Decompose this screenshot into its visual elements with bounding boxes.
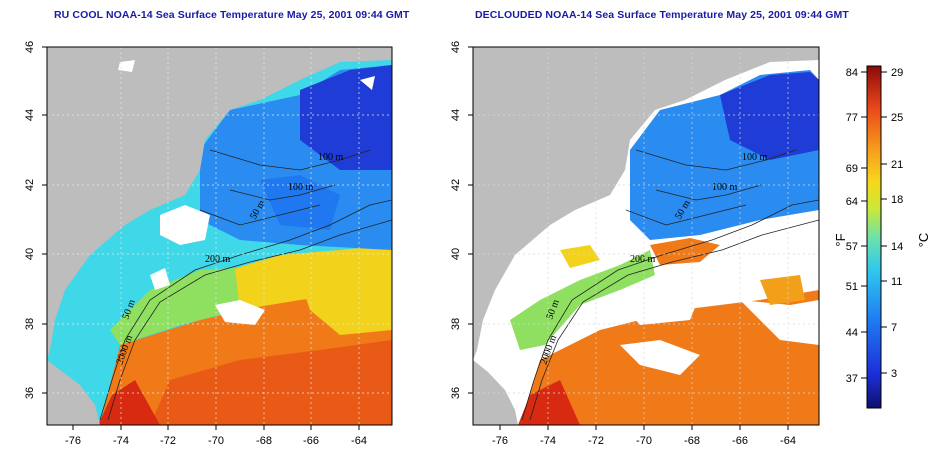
x-tick-label: -74 [540,435,556,447]
x-tick-label: -72 [160,435,176,447]
right-frame [472,46,820,426]
x-tick-label: -66 [732,435,748,447]
y-tick-label: 42 [24,179,36,191]
c-tick-label: 11 [891,276,902,288]
left-isobaths [99,149,392,421]
celsius-unit-label: °C [916,233,931,248]
x-tick-label: -70 [636,435,652,447]
axis-tick-marks [42,46,789,430]
x-tick-label: -74 [113,435,129,447]
x-tick-label: -68 [684,435,700,447]
x-tick-label: -70 [208,435,224,447]
celsius-ticks: 29 25 21 18 14 11 7 3 [891,67,903,380]
y-tick-label: 46 [450,41,462,53]
y-tick-label: 44 [24,109,36,121]
c-tick-label: 7 [891,322,897,334]
c-tick-label: 29 [891,67,903,79]
left-map: 100 m 100 m 50 m 200 m 50 m 2000 m [46,46,393,426]
left-frame [46,46,393,426]
c-tick-label: 3 [891,368,897,380]
left-map-title: RU COOL NOAA-14 Sea Surface Temperature … [54,9,410,21]
left-contour-label: 200 m [205,254,231,265]
x-tick-label: -64 [780,435,796,447]
colorbar-gradient [866,65,882,409]
x-tick-label: -72 [588,435,604,447]
f-tick-label: 64 [846,196,858,208]
colorbar: 84 77 69 64 57 51 44 37 29 25 21 18 14 1… [833,65,931,409]
x-tick-label: -64 [351,435,367,447]
right-isobaths [521,149,819,421]
c-tick-label: 25 [891,112,903,124]
left-x-axis: -76 -74 -72 -70 -68 -66 -64 [65,435,367,447]
right-contour-label: 100 m [712,182,738,193]
f-tick-label: 57 [846,241,858,253]
right-map: 100 m 100 m 50 m 200 m 50 m 2000 m [472,46,820,426]
x-tick-label: -76 [65,435,81,447]
right-map-title: DECLOUDED NOAA-14 Sea Surface Temperatur… [475,9,849,21]
y-tick-label: 40 [450,248,462,260]
left-y-axis: 36 38 40 42 44 46 [24,41,36,399]
y-tick-label: 44 [450,109,462,121]
x-tick-label: -66 [303,435,319,447]
f-tick-label: 51 [846,281,858,293]
right-gridlines [473,47,819,425]
right-x-axis: -76 -74 -72 -70 -68 -66 -64 [492,435,796,447]
x-tick-label: -76 [492,435,508,447]
f-tick-label: 77 [846,112,858,124]
left-land [47,47,392,360]
left-gridlines [47,47,392,425]
left-contour-label: 100 m [288,182,314,193]
left-cloud [160,205,210,245]
right-land [473,47,819,360]
x-tick-label: -68 [256,435,272,447]
y-tick-label: 36 [24,387,36,399]
y-tick-label: 40 [24,248,36,260]
f-tick-label: 84 [846,67,858,79]
y-tick-label: 38 [24,318,36,330]
right-y-axis: 36 38 40 42 44 46 [450,41,462,399]
c-tick-label: 21 [891,159,903,171]
fahrenheit-ticks: 84 77 69 64 57 51 44 37 [846,67,858,385]
left-contour-label: 100 m [318,152,344,163]
y-tick-label: 42 [450,179,462,191]
c-tick-label: 14 [891,241,903,253]
f-tick-label: 44 [846,327,858,339]
right-contour-label: 200 m [630,254,656,265]
right-contour-label: 100 m [742,152,768,163]
f-tick-label: 69 [846,163,858,175]
c-tick-label: 18 [891,194,903,206]
y-tick-label: 46 [24,41,36,53]
y-tick-label: 36 [450,387,462,399]
fahrenheit-unit-label: °F [833,233,848,246]
y-tick-label: 38 [450,318,462,330]
f-tick-label: 37 [846,373,858,385]
